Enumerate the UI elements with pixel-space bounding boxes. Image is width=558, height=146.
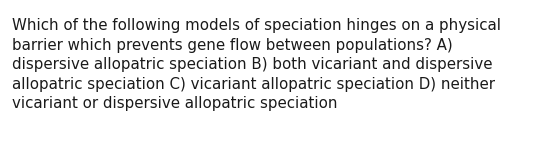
Text: Which of the following models of speciation hinges on a physical
barrier which p: Which of the following models of speciat… xyxy=(12,18,501,111)
